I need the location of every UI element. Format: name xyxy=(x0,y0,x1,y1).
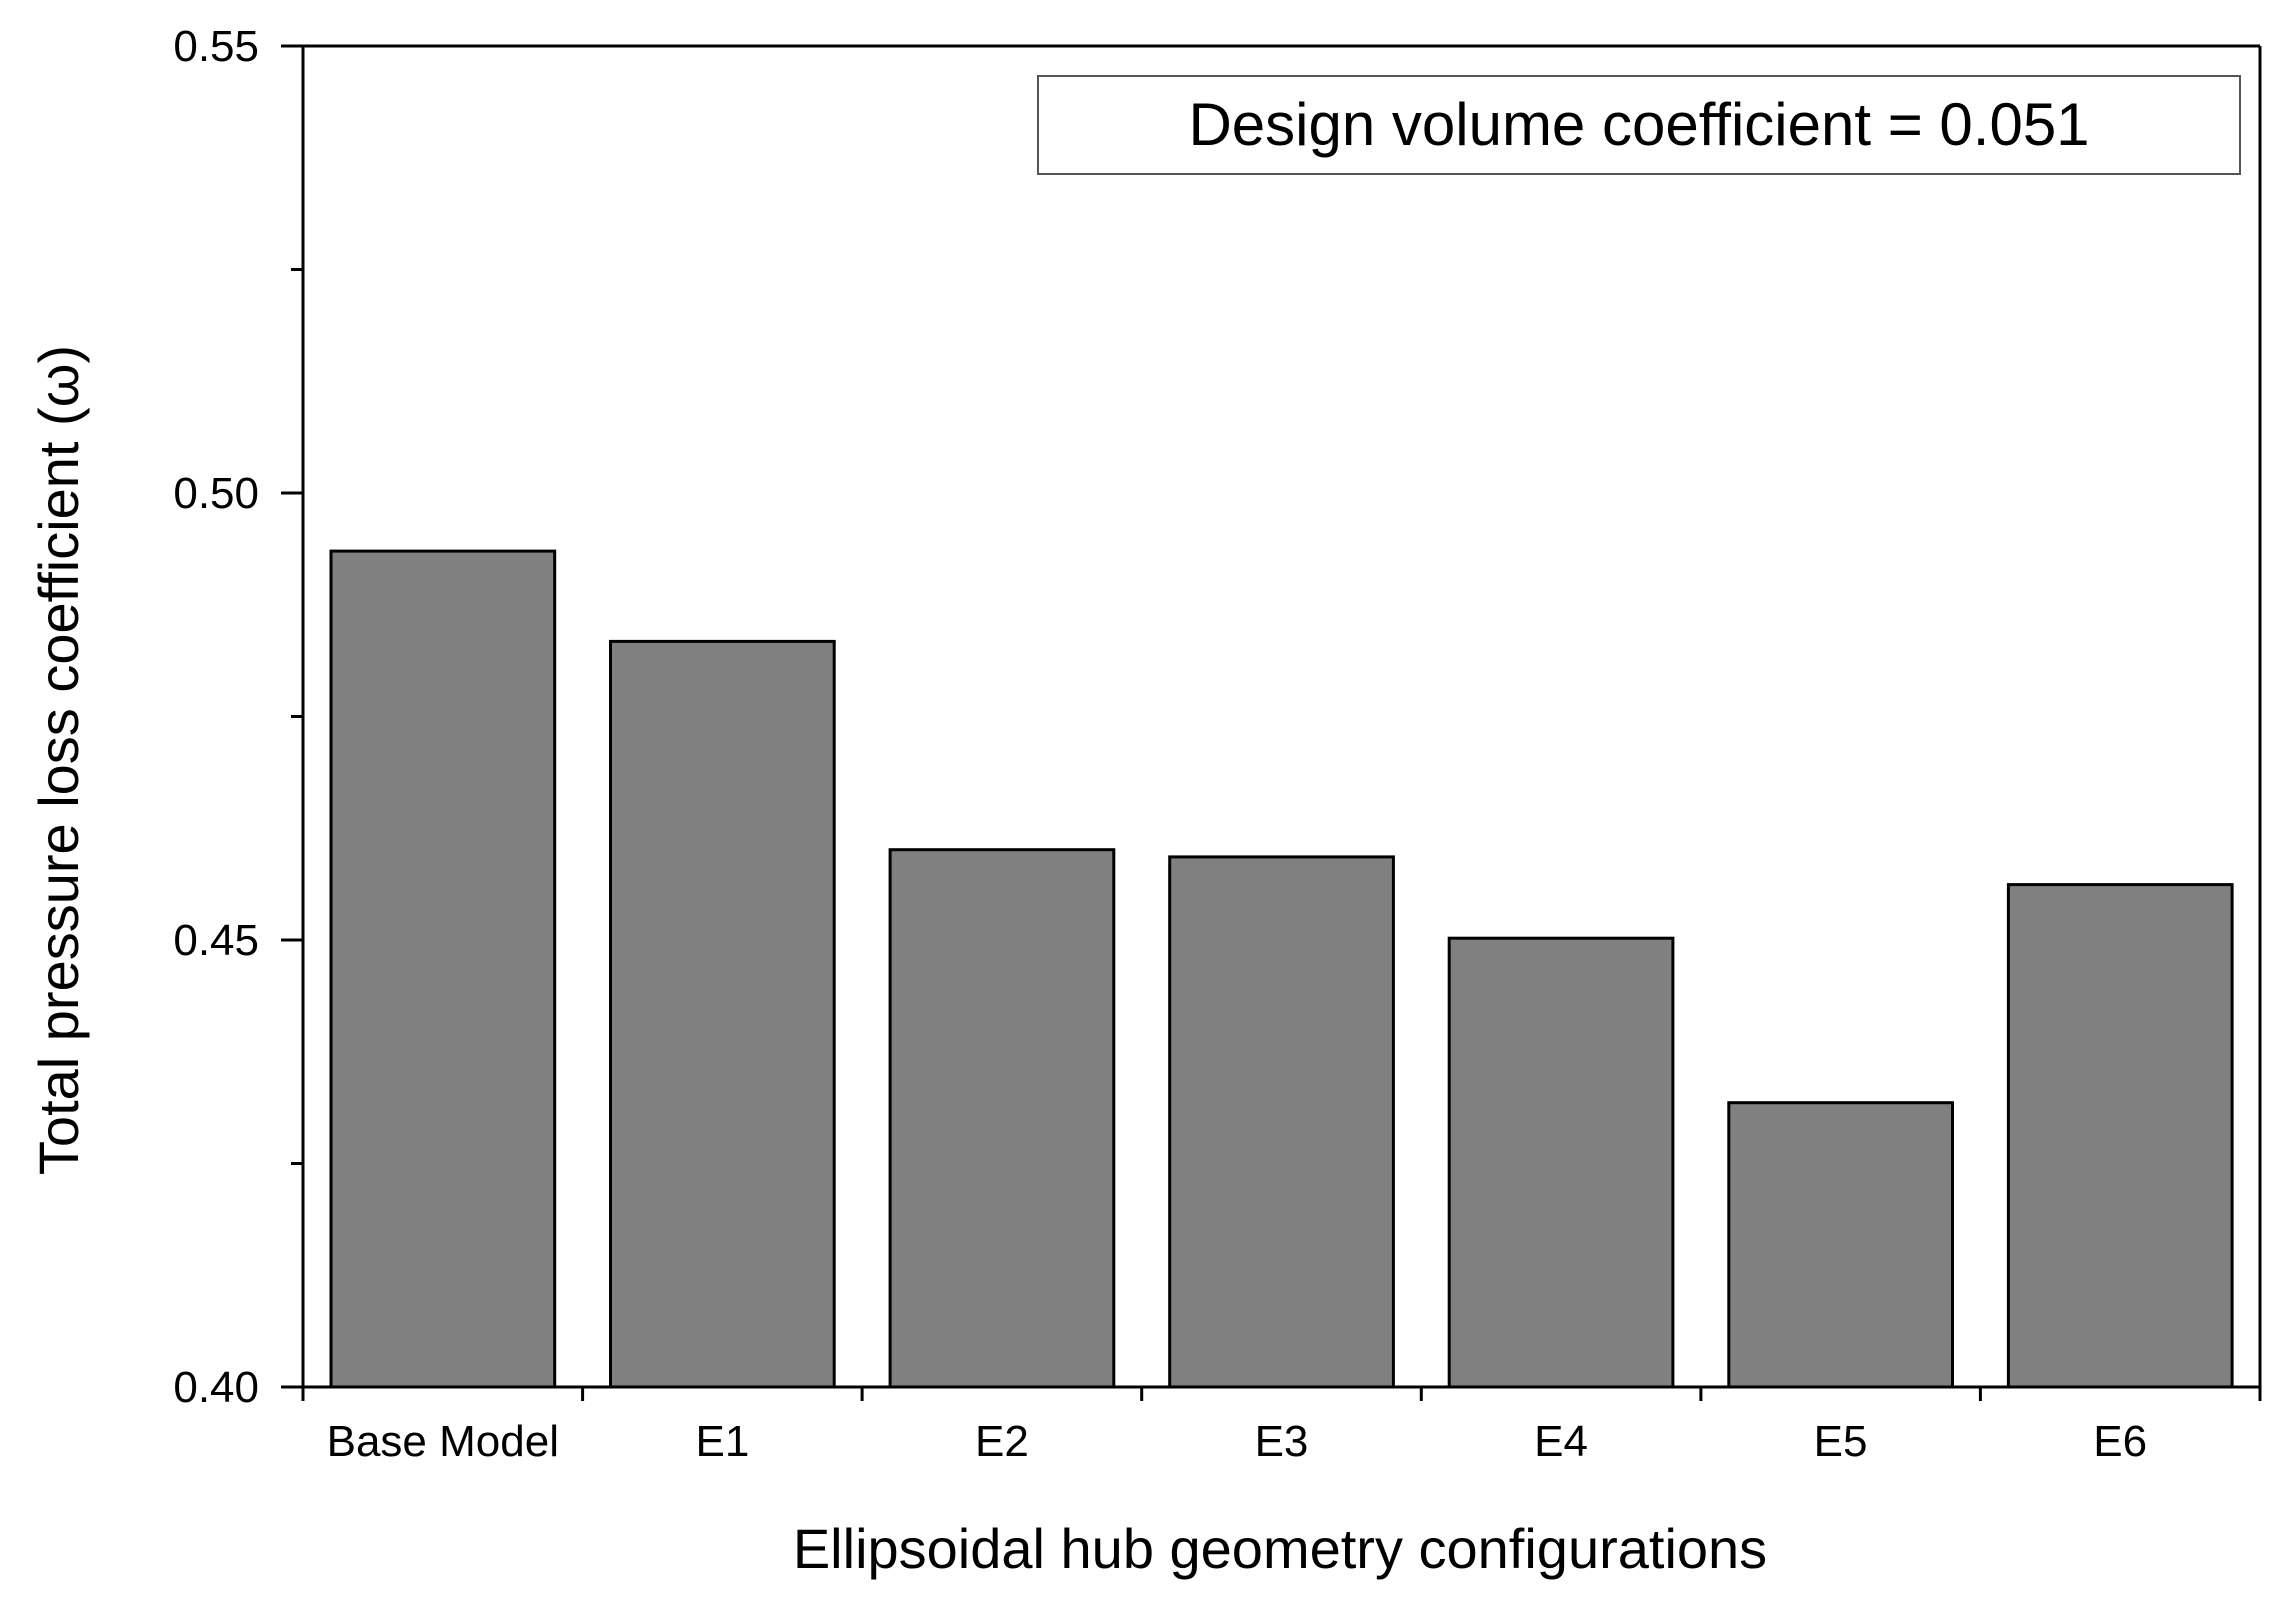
bar-e4 xyxy=(1447,936,1675,1389)
y-tick-label: 0.55 xyxy=(173,22,259,71)
x-labels-group: Base Model E1 E2 E3 E4 E5 E6 xyxy=(301,1387,2262,1466)
y-ticks-group: 0.40 0.45 0.50 0.55 xyxy=(173,22,303,1412)
x-tick-label: E1 xyxy=(695,1417,749,1466)
y-axis-title: Total pressure loss coefficient (ω) xyxy=(27,345,90,1175)
bar-base-model xyxy=(329,549,557,1389)
x-tick-label: E6 xyxy=(2093,1417,2147,1466)
bar-e2 xyxy=(888,848,1116,1389)
bar-e6 xyxy=(2006,883,2234,1389)
annotation-text: Design volume coefficient = 0.051 xyxy=(1188,91,2089,158)
x-tick-label: E2 xyxy=(975,1417,1029,1466)
y-tick-label: 0.50 xyxy=(173,469,259,518)
x-tick-label: Base Model xyxy=(327,1417,559,1466)
bar-e1 xyxy=(609,639,836,1389)
annotation-box: Design volume coefficient = 0.051 xyxy=(1037,75,2241,175)
x-axis-title: Ellipsoidal hub geometry configurations xyxy=(793,1517,1767,1580)
annotation-frame xyxy=(1037,75,2241,175)
x-tick-label: E5 xyxy=(1814,1417,1868,1466)
x-tick-label: E4 xyxy=(1534,1417,1588,1466)
bar-e3 xyxy=(1168,855,1395,1389)
y-tick-label: 0.40 xyxy=(173,1363,259,1412)
bars-group xyxy=(329,549,2234,1389)
x-tick-label: E3 xyxy=(1255,1417,1309,1466)
y-tick-label: 0.45 xyxy=(173,916,259,965)
bar-e5 xyxy=(1727,1101,1955,1389)
